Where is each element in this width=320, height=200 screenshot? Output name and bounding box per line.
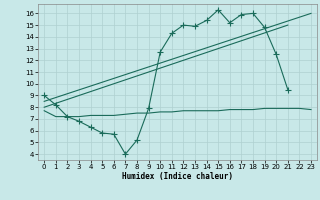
X-axis label: Humidex (Indice chaleur): Humidex (Indice chaleur) — [122, 172, 233, 181]
